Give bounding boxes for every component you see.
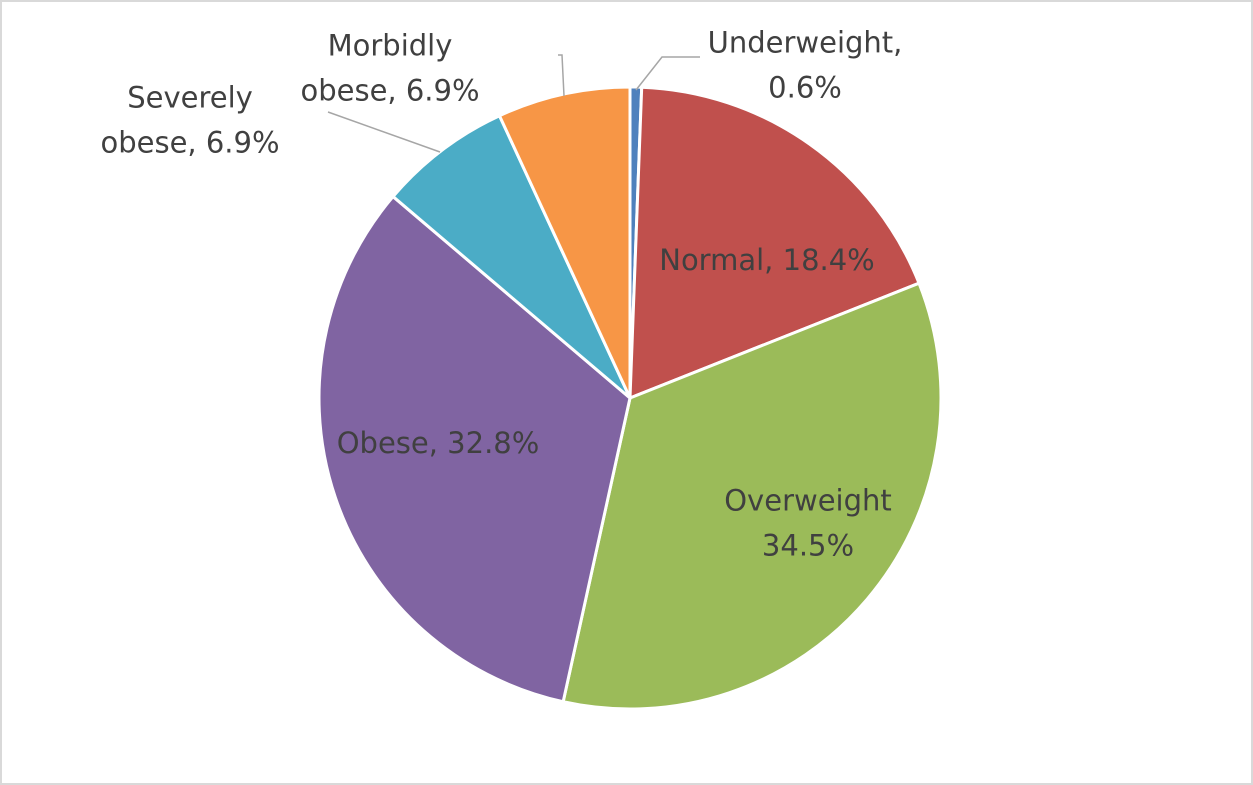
- pie-slice: [390, 113, 632, 400]
- labels: Underweight, 0.6% Normal, 18.4% Overweight 3…: [100, 26, 902, 563]
- data-label: Overweight 34.5%: [724, 484, 892, 563]
- data-label: Severely obese, 6.9%: [100, 81, 279, 160]
- leader-line: [327, 111, 441, 153]
- leader-line: [558, 54, 565, 97]
- data-label: Normal, 18.4%: [659, 243, 875, 277]
- pie-slice: [317, 194, 632, 704]
- pie: [317, 85, 943, 711]
- data-label: Underweight, 0.6%: [708, 26, 903, 105]
- leader-line: [635, 56, 700, 91]
- data-label: Obese, 32.8%: [337, 426, 540, 460]
- data-label: Morbidly obese, 6.9%: [300, 29, 479, 108]
- pie-slice: [628, 85, 921, 401]
- pie-slice: [561, 281, 943, 711]
